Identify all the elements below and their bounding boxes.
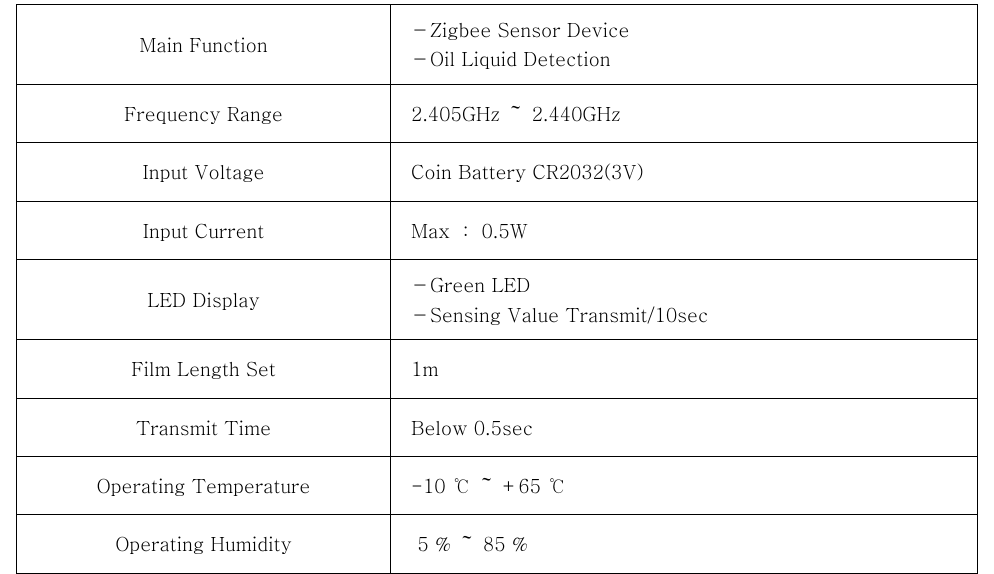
- table-row: Operating Humidity 5 % ～ 85 %: [17, 515, 978, 573]
- spec-value: 1m: [391, 340, 978, 398]
- spec-label: Operating Humidity: [17, 515, 391, 573]
- value-line: －Zigbee Sensor Device: [411, 15, 967, 44]
- value-line: －Green LED: [411, 270, 967, 299]
- spec-value: －Green LED －Sensing Value Transmit/10sec: [391, 260, 978, 340]
- spec-label: Film Length Set: [17, 340, 391, 398]
- spec-table: Main Function －Zigbee Sensor Device －Oil…: [16, 4, 978, 574]
- spec-value: Coin Battery CR2032(3V): [391, 143, 978, 201]
- value-line: 2.405GHz ～ 2.440GHz: [411, 99, 967, 128]
- value-line: -10 ℃ ～ +65 ℃: [411, 471, 967, 500]
- spec-label: Operating Temperature: [17, 456, 391, 514]
- spec-value: -10 ℃ ～ +65 ℃: [391, 456, 978, 514]
- spec-label: Frequency Range: [17, 84, 391, 142]
- table-row: Transmit Time Below 0.5sec: [17, 398, 978, 456]
- table-row: Frequency Range 2.405GHz ～ 2.440GHz: [17, 84, 978, 142]
- table-row: LED Display －Green LED －Sensing Value Tr…: [17, 260, 978, 340]
- table-row: Film Length Set 1m: [17, 340, 978, 398]
- table-row: Input Voltage Coin Battery CR2032(3V): [17, 143, 978, 201]
- spec-label: Transmit Time: [17, 398, 391, 456]
- spec-label: Input Current: [17, 201, 391, 259]
- spec-label: LED Display: [17, 260, 391, 340]
- table-row: Operating Temperature -10 ℃ ～ +65 ℃: [17, 456, 978, 514]
- value-line: Below 0.5sec: [411, 413, 967, 442]
- spec-value: Below 0.5sec: [391, 398, 978, 456]
- table-row: Input Current Max ： 0.5W: [17, 201, 978, 259]
- value-line: Max ： 0.5W: [411, 216, 967, 245]
- spec-value: －Zigbee Sensor Device －Oil Liquid Detect…: [391, 5, 978, 85]
- value-line: －Sensing Value Transmit/10sec: [411, 300, 967, 329]
- spec-value: 2.405GHz ～ 2.440GHz: [391, 84, 978, 142]
- spec-label: Main Function: [17, 5, 391, 85]
- value-line: 5 % ～ 85 %: [411, 529, 967, 558]
- value-line: Coin Battery CR2032(3V): [411, 157, 967, 186]
- value-line: 1m: [411, 354, 967, 383]
- value-line: －Oil Liquid Detection: [411, 44, 967, 73]
- table-row: Main Function －Zigbee Sensor Device －Oil…: [17, 5, 978, 85]
- spec-value: Max ： 0.5W: [391, 201, 978, 259]
- spec-table-body: Main Function －Zigbee Sensor Device －Oil…: [17, 5, 978, 574]
- spec-label: Input Voltage: [17, 143, 391, 201]
- spec-value: 5 % ～ 85 %: [391, 515, 978, 573]
